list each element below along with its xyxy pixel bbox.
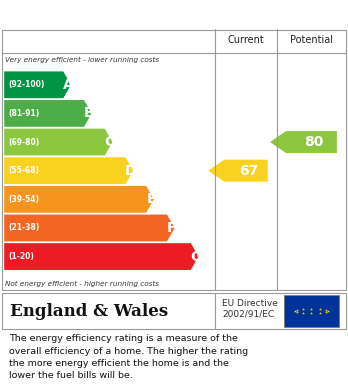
- Text: Potential: Potential: [290, 36, 333, 45]
- Text: F: F: [167, 221, 177, 235]
- Polygon shape: [4, 157, 133, 184]
- Text: Not energy efficient - higher running costs: Not energy efficient - higher running co…: [5, 281, 159, 287]
- Text: EU Directive
2002/91/EC: EU Directive 2002/91/EC: [222, 299, 278, 319]
- Text: E: E: [147, 192, 156, 206]
- Text: (92-100): (92-100): [8, 80, 45, 89]
- Text: C: C: [104, 135, 115, 149]
- Polygon shape: [4, 100, 92, 127]
- Bar: [284, 295, 339, 327]
- Text: (81-91): (81-91): [8, 109, 40, 118]
- Polygon shape: [4, 243, 198, 270]
- Text: 80: 80: [304, 135, 324, 149]
- Polygon shape: [208, 160, 268, 182]
- Polygon shape: [4, 215, 175, 241]
- Text: England & Wales: England & Wales: [10, 303, 168, 319]
- Polygon shape: [4, 186, 154, 213]
- Polygon shape: [4, 72, 71, 98]
- Text: B: B: [84, 106, 94, 120]
- Polygon shape: [270, 131, 337, 153]
- Text: (55-68): (55-68): [8, 166, 39, 175]
- Text: Very energy efficient - lower running costs: Very energy efficient - lower running co…: [5, 57, 159, 63]
- Text: Energy Efficiency Rating: Energy Efficiency Rating: [10, 7, 220, 22]
- Text: A: A: [63, 78, 73, 92]
- Text: The energy efficiency rating is a measure of the
overall efficiency of a home. T: The energy efficiency rating is a measur…: [9, 334, 248, 380]
- Text: (1-20): (1-20): [8, 252, 34, 261]
- Text: (69-80): (69-80): [8, 138, 40, 147]
- Text: D: D: [125, 164, 136, 178]
- Text: 67: 67: [239, 164, 258, 178]
- Text: Current: Current: [228, 36, 264, 45]
- Text: (39-54): (39-54): [8, 195, 39, 204]
- Text: (21-38): (21-38): [8, 223, 40, 232]
- Polygon shape: [4, 129, 112, 156]
- Text: G: G: [190, 249, 201, 264]
